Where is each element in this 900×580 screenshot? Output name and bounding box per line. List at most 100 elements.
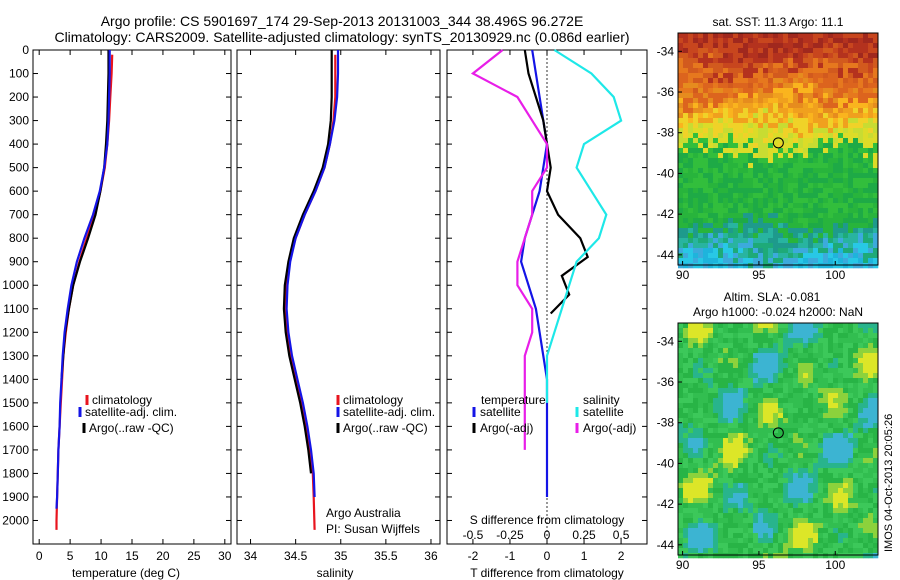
heatmap-cell xyxy=(773,553,779,559)
heatmap-cell xyxy=(778,338,784,344)
heatmap-cell xyxy=(803,398,809,404)
heatmap-cell xyxy=(703,363,709,369)
heatmap-cell xyxy=(758,368,764,374)
heatmap-cell xyxy=(693,243,699,249)
heatmap-cell xyxy=(808,398,814,404)
heatmap-cell xyxy=(733,393,739,399)
heatmap-cell xyxy=(858,438,864,444)
heatmap-cell xyxy=(848,73,854,79)
heatmap-cell xyxy=(698,98,704,104)
heatmap-cell xyxy=(798,483,804,489)
heatmap-cell xyxy=(853,443,859,449)
heatmap-cell xyxy=(758,373,764,379)
heatmap-cell xyxy=(798,333,804,339)
heatmap-cell xyxy=(698,503,704,509)
heatmap-cell xyxy=(793,253,799,259)
heatmap-cell xyxy=(823,483,829,489)
heatmap-cell xyxy=(848,438,854,444)
heatmap-cell xyxy=(743,38,749,44)
heatmap-cell xyxy=(873,528,879,534)
heatmap-cell xyxy=(813,368,819,374)
s-tick-label: 0 xyxy=(544,528,551,542)
heatmap-cell xyxy=(753,493,759,499)
s-difference-label: S difference from climatology xyxy=(470,513,625,527)
heatmap-cell xyxy=(733,513,739,519)
heatmap-cell xyxy=(708,463,714,469)
heatmap-cell xyxy=(838,233,844,239)
heatmap-cell xyxy=(778,243,784,249)
heatmap-cell xyxy=(683,358,689,364)
heatmap-cell xyxy=(698,163,704,169)
heatmap-cell xyxy=(713,538,719,544)
heatmap-cell xyxy=(768,353,774,359)
heatmap-cell xyxy=(818,138,824,144)
heatmap-cell xyxy=(753,373,759,379)
heatmap-cell xyxy=(693,533,699,539)
heatmap-cell xyxy=(773,393,779,399)
heatmap-cell xyxy=(753,243,759,249)
heatmap-cell xyxy=(713,483,719,489)
heatmap-cell xyxy=(753,348,759,354)
heatmap-cell xyxy=(768,48,774,54)
heatmap-cell xyxy=(753,473,759,479)
heatmap-cell xyxy=(823,358,829,364)
heatmap-cell xyxy=(728,533,734,539)
heatmap-cell xyxy=(818,348,824,354)
heatmap-cell xyxy=(678,503,684,509)
heatmap-cell xyxy=(863,183,869,189)
heatmap-cell xyxy=(868,243,874,249)
heatmap-cell xyxy=(748,368,754,374)
heatmap-cell xyxy=(833,233,839,239)
heatmap-cell xyxy=(813,243,819,249)
heatmap-cell xyxy=(793,378,799,384)
heatmap-cell xyxy=(758,408,764,414)
heatmap-cell xyxy=(718,123,724,129)
heatmap-cell xyxy=(828,363,834,369)
heatmap-cell xyxy=(748,243,754,249)
heatmap-cell xyxy=(688,368,694,374)
heatmap-cell xyxy=(788,233,794,239)
heatmap-cell xyxy=(688,348,694,354)
heatmap-cell xyxy=(823,533,829,539)
heatmap-cell xyxy=(688,243,694,249)
heatmap-cell xyxy=(763,68,769,74)
heatmap-cell xyxy=(703,233,709,239)
heatmap-cell xyxy=(678,448,684,454)
heatmap-cell xyxy=(813,83,819,89)
heatmap-cell xyxy=(688,233,694,239)
heatmap-cell xyxy=(733,548,739,554)
heatmap-cell xyxy=(853,553,859,559)
heatmap-cell xyxy=(873,158,879,164)
heatmap-cell xyxy=(768,53,774,59)
heatmap-cell xyxy=(858,323,864,329)
heatmap-cell xyxy=(813,458,819,464)
heatmap-cell xyxy=(848,493,854,499)
heatmap-cell xyxy=(828,443,834,449)
heatmap-cell xyxy=(808,78,814,84)
heatmap-cell xyxy=(713,233,719,239)
heatmap-cell xyxy=(753,43,759,49)
heatmap-cell xyxy=(798,223,804,229)
heatmap-cell xyxy=(713,493,719,499)
heatmap-cell xyxy=(823,453,829,459)
heatmap-cell xyxy=(873,53,879,59)
heatmap-cell xyxy=(683,203,689,209)
heatmap-cell xyxy=(788,88,794,94)
heatmap-cell xyxy=(748,83,754,89)
heatmap-cell xyxy=(698,143,704,149)
heatmap-cell xyxy=(678,238,684,244)
heatmap-cell xyxy=(753,118,759,124)
heatmap-cell xyxy=(793,543,799,549)
heatmap-cell xyxy=(788,438,794,444)
lat-tick-label: -38 xyxy=(657,416,675,430)
heatmap-cell xyxy=(823,158,829,164)
heatmap-cell xyxy=(708,553,714,559)
heatmap-cell xyxy=(683,168,689,174)
heatmap-cell xyxy=(698,343,704,349)
heatmap-cell xyxy=(873,483,879,489)
heatmap-cell xyxy=(773,178,779,184)
heatmap-cell xyxy=(773,518,779,524)
heatmap-cell xyxy=(873,323,879,329)
heatmap-cell xyxy=(813,503,819,509)
heatmap-cell xyxy=(778,403,784,409)
